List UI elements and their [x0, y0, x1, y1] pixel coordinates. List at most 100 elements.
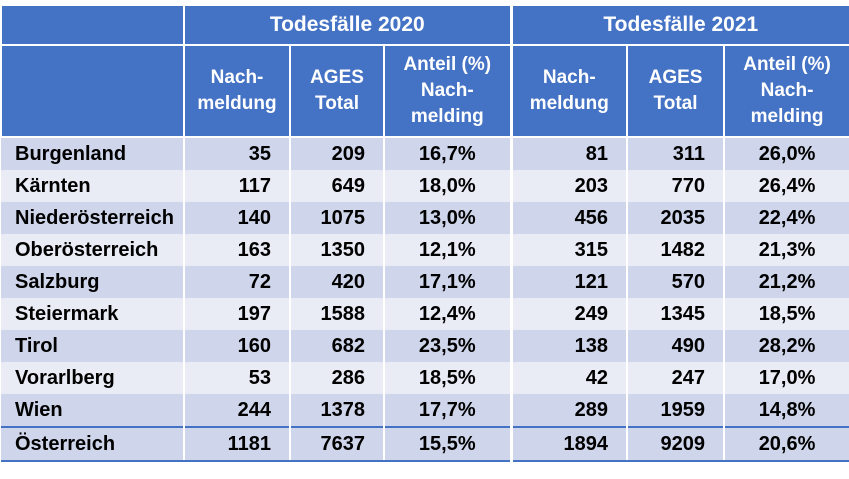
region-cell: Burgenland	[1, 137, 185, 170]
table-row: Kärnten 117 649 18,0% 203 770 26,4%	[1, 170, 849, 202]
column-header: Nach- meldung	[510, 44, 629, 138]
corner-cell-lower	[0, 44, 185, 138]
data-cell: 42	[511, 362, 629, 394]
data-cell: 249	[511, 298, 629, 330]
column-header-label: Anteil (%) Nach- melding	[403, 54, 492, 127]
data-cell: 21,2%	[724, 266, 849, 298]
column-header-label: Nach- meldung	[197, 67, 277, 114]
data-cell: 420	[290, 266, 385, 298]
data-cell: 1345	[627, 298, 726, 330]
data-cell: 490	[627, 330, 726, 362]
table-row: Wien 244 1378 17,7% 289 1959 14,8%	[1, 394, 849, 427]
column-header: Anteil (%) Nach- melding	[382, 44, 513, 138]
table-row: Steiermark 197 1588 12,4% 249 1345 18,5%	[1, 298, 849, 330]
data-cell: 17,0%	[724, 362, 849, 394]
data-cell: 649	[290, 170, 385, 202]
table-row: Vorarlberg 53 286 18,5% 42 247 17,0%	[1, 362, 849, 394]
data-cell: 1588	[290, 298, 385, 330]
data-cell: 17,7%	[384, 394, 513, 427]
data-cell: 16,7%	[384, 137, 513, 170]
data-cell: 209	[290, 137, 385, 170]
data-cell: 289	[511, 394, 629, 427]
data-cell: 1482	[627, 234, 726, 266]
data-cell: 81	[511, 137, 629, 170]
data-cell: 12,1%	[384, 234, 513, 266]
region-cell: Vorarlberg	[1, 362, 185, 394]
total-cell: 1181	[184, 426, 291, 462]
data-cell: 18,5%	[384, 362, 513, 394]
region-cell: Salzburg	[1, 266, 185, 298]
data-cell: 22,4%	[724, 202, 849, 234]
total-cell: 1894	[511, 426, 629, 462]
region-cell: Kärnten	[1, 170, 185, 202]
column-header: Anteil (%) Nach- melding	[723, 44, 849, 138]
column-header: AGES Total	[626, 44, 726, 138]
column-header-label: Anteil (%) Nach- melding	[743, 54, 831, 127]
data-cell: 1075	[290, 202, 385, 234]
total-row: Österreich 1181 7637 15,5% 1894 9209 20,…	[1, 426, 849, 462]
data-cell: 121	[511, 266, 629, 298]
data-cell: 1378	[290, 394, 385, 427]
data-cell: 12,4%	[384, 298, 513, 330]
group-header-row: Todesfälle 2020 Todesfälle 2021	[0, 4, 849, 46]
region-cell: Steiermark	[1, 298, 185, 330]
data-cell: 72	[184, 266, 291, 298]
data-cell: 140	[184, 202, 291, 234]
data-cell: 163	[184, 234, 291, 266]
group-header-2020: Todesfälle 2020	[182, 4, 513, 46]
data-cell: 26,0%	[724, 137, 849, 170]
deaths-table: Todesfälle 2020 Todesfälle 2021 Nach- me…	[0, 4, 849, 462]
data-cell: 117	[184, 170, 291, 202]
column-header: AGES Total	[289, 44, 385, 138]
region-cell: Österreich	[1, 426, 185, 462]
data-cell: 160	[184, 330, 291, 362]
corner-cell	[0, 4, 185, 46]
data-cell: 23,5%	[384, 330, 513, 362]
data-cell: 17,1%	[384, 266, 513, 298]
data-cell: 26,4%	[724, 170, 849, 202]
total-cell: 20,6%	[724, 426, 849, 462]
table-body: Burgenland 35 209 16,7% 81 311 26,0% Kär…	[1, 137, 849, 462]
data-cell: 197	[184, 298, 291, 330]
column-header-label: AGES Total	[648, 67, 703, 114]
data-cell: 311	[627, 137, 726, 170]
region-cell: Niederösterreich	[1, 202, 185, 234]
data-cell: 18,0%	[384, 170, 513, 202]
data-cell: 456	[511, 202, 629, 234]
data-cell: 35	[184, 137, 291, 170]
data-cell: 1350	[290, 234, 385, 266]
data-cell: 14,8%	[724, 394, 849, 427]
data-cell: 244	[184, 394, 291, 427]
data-cell: 1959	[627, 394, 726, 427]
column-header-row: Nach- meldung AGES Total Anteil (%) Nach…	[0, 44, 849, 138]
region-cell: Oberösterreich	[1, 234, 185, 266]
data-cell: 53	[184, 362, 291, 394]
region-cell: Wien	[1, 394, 185, 427]
data-cell: 2035	[627, 202, 726, 234]
data-cell: 286	[290, 362, 385, 394]
column-header: Nach- meldung	[183, 44, 291, 138]
column-header-label: AGES Total	[310, 67, 364, 114]
column-header-label: Nach- meldung	[529, 67, 609, 114]
data-cell: 682	[290, 330, 385, 362]
data-cell: 21,3%	[724, 234, 849, 266]
data-cell: 247	[627, 362, 726, 394]
table-row: Burgenland 35 209 16,7% 81 311 26,0%	[1, 137, 849, 170]
table-row: Niederösterreich 140 1075 13,0% 456 2035…	[1, 202, 849, 234]
data-cell: 28,2%	[724, 330, 849, 362]
group-header-2021: Todesfälle 2021	[510, 4, 849, 46]
total-cell: 7637	[290, 426, 385, 462]
region-cell: Tirol	[1, 330, 185, 362]
data-cell: 138	[511, 330, 629, 362]
table-row: Oberösterreich 163 1350 12,1% 315 1482 2…	[1, 234, 849, 266]
table-row: Tirol 160 682 23,5% 138 490 28,2%	[1, 330, 849, 362]
table-row: Salzburg 72 420 17,1% 121 570 21,2%	[1, 266, 849, 298]
total-cell: 9209	[627, 426, 726, 462]
data-cell: 18,5%	[724, 298, 849, 330]
data-cell: 570	[627, 266, 726, 298]
data-cell: 315	[511, 234, 629, 266]
data-cell: 770	[627, 170, 726, 202]
data-cell: 203	[511, 170, 629, 202]
total-cell: 15,5%	[384, 426, 513, 462]
data-cell: 13,0%	[384, 202, 513, 234]
